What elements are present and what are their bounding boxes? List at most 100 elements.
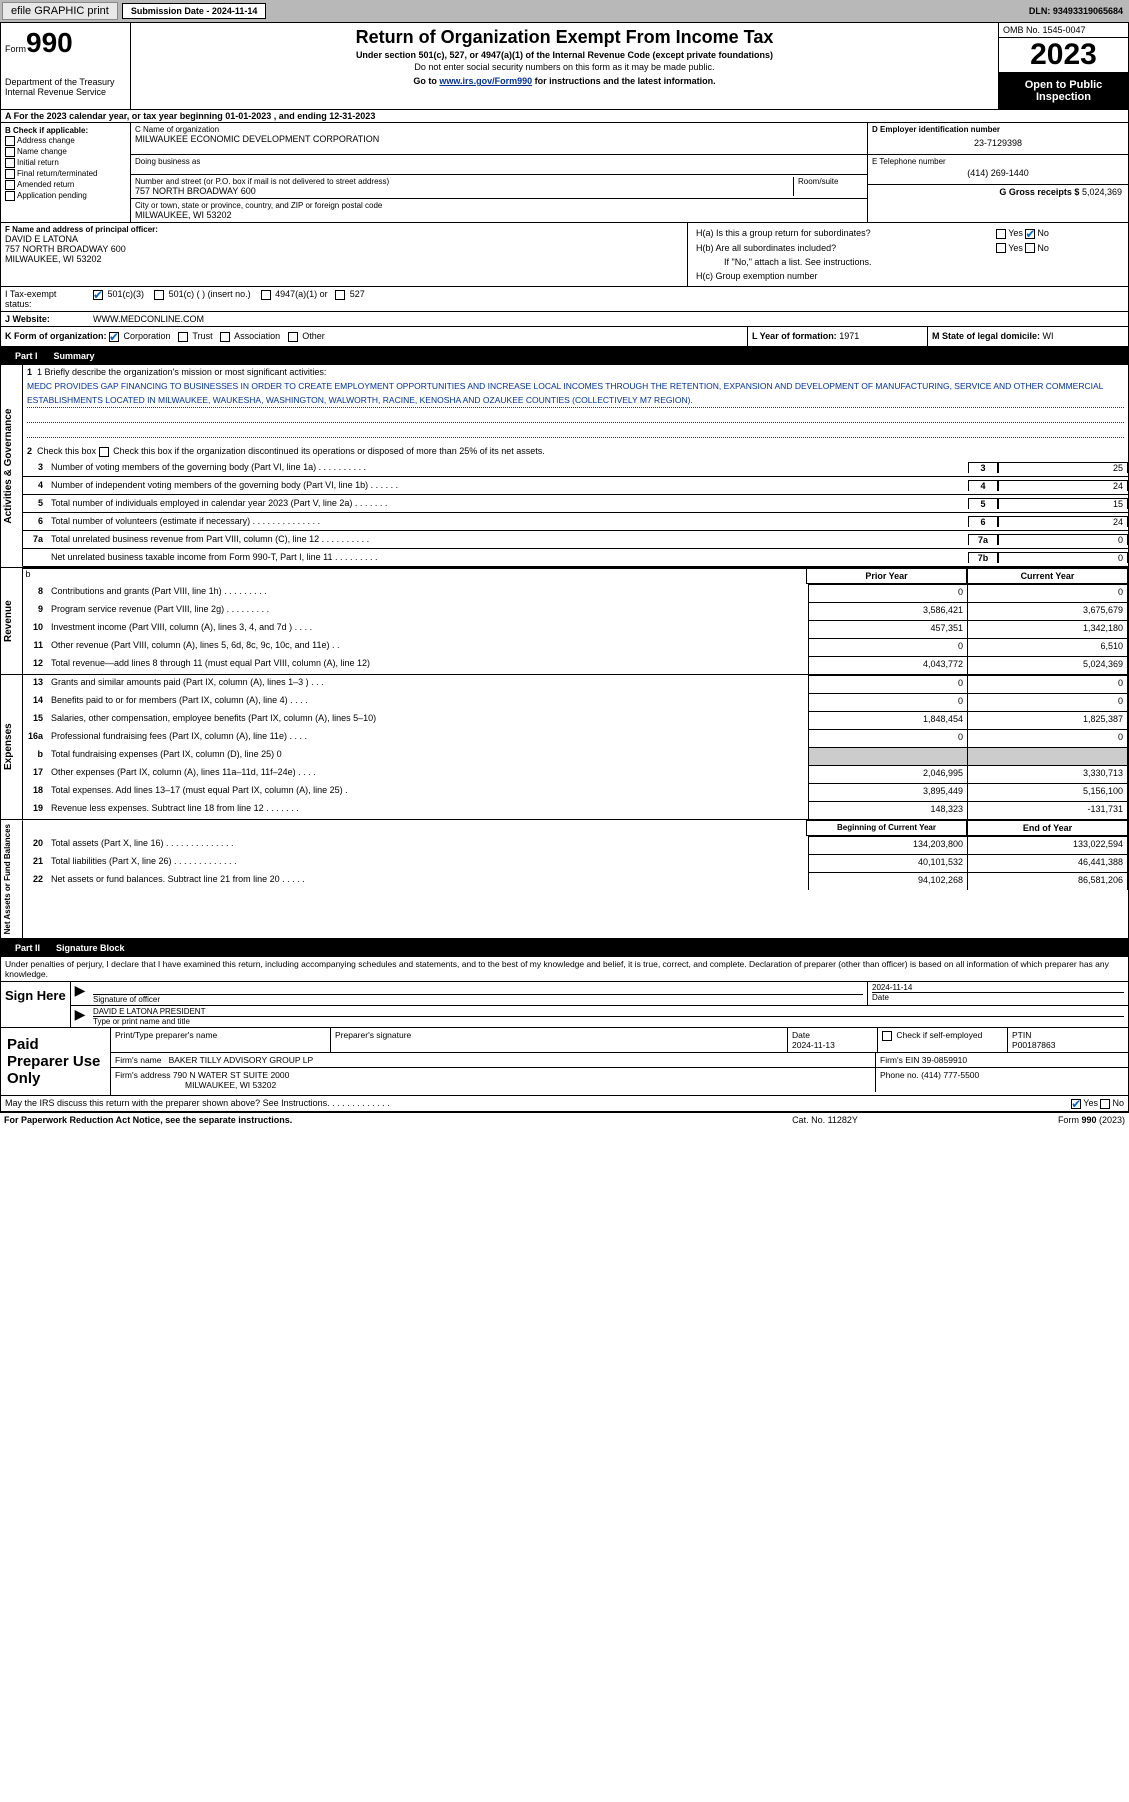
box-b-title: B Check if applicable:: [5, 126, 88, 135]
efile-print-button[interactable]: efile GRAPHIC print: [2, 2, 118, 20]
sig-officer-label: Signature of officer: [93, 995, 863, 1004]
firm-addr-label: Firm's address: [115, 1070, 173, 1080]
line-text: Contributions and grants (Part VIII, lin…: [49, 584, 808, 602]
cb-hb-yes[interactable]: [996, 243, 1006, 253]
hdr-prior-year: Prior Year: [806, 568, 967, 584]
opt-501c: 501(c) ( ) (insert no.): [169, 289, 251, 299]
opt-4947: 4947(a)(1) or: [275, 289, 328, 299]
current-year-value: 0: [968, 675, 1128, 693]
line-text: Net assets or fund balances. Subtract li…: [49, 872, 808, 890]
opt-initial-return: Initial return: [17, 158, 59, 167]
penalties-text: Under penalties of perjury, I declare th…: [1, 957, 1128, 981]
cb-ha-no[interactable]: [1025, 229, 1035, 239]
side-net-assets: Net Assets or Fund Balances: [1, 820, 23, 938]
officer-addr2: MILWAUKEE, WI 53202: [5, 254, 683, 264]
hb-note: If "No," attach a list. See instructions…: [724, 257, 871, 267]
opt-assoc: Association: [234, 331, 280, 341]
cb-501c[interactable]: [154, 290, 164, 300]
current-year-value: [968, 747, 1128, 765]
line-num: 9: [23, 602, 49, 620]
prior-year-value: 2,046,995: [808, 765, 968, 783]
cb-discontinued[interactable]: [99, 447, 109, 457]
line-text: Professional fundraising fees (Part IX, …: [49, 729, 808, 747]
line-id: 7b: [968, 552, 998, 563]
dba-label: Doing business as: [135, 157, 863, 166]
cb-trust[interactable]: [178, 332, 188, 342]
hc-label: H(c) Group exemption number: [696, 271, 818, 281]
subtitle-1: Under section 501(c), 527, or 4947(a)(1)…: [139, 50, 990, 60]
cat-no: Cat. No. 11282Y: [725, 1115, 925, 1125]
prep-date-hdr: Date: [792, 1030, 810, 1040]
line-num: 13: [23, 675, 49, 693]
cb-hb-no[interactable]: [1025, 243, 1035, 253]
omb-number: OMB No. 1545-0047: [999, 23, 1128, 38]
city-label: City or town, state or province, country…: [135, 201, 863, 210]
line-text: Net unrelated business taxable income fr…: [49, 550, 968, 564]
org-name: MILWAUKEE ECONOMIC DEVELOPMENT CORPORATI…: [135, 134, 863, 144]
opt-final-return: Final return/terminated: [17, 169, 97, 178]
cb-501c3[interactable]: [93, 290, 103, 300]
cb-discuss-no[interactable]: [1100, 1099, 1110, 1109]
cb-self-employed[interactable]: [882, 1031, 892, 1041]
firm-name: BAKER TILLY ADVISORY GROUP LP: [169, 1055, 314, 1065]
cb-final-return[interactable]: [5, 169, 15, 179]
arrow-icon: ▶: [71, 982, 89, 1005]
form-word: Form: [5, 44, 26, 54]
cb-amended[interactable]: [5, 180, 15, 190]
line-text: Investment income (Part VIII, column (A)…: [49, 620, 808, 638]
city-value: MILWAUKEE, WI 53202: [135, 210, 863, 220]
irs-label: Internal Revenue Service: [5, 87, 126, 97]
line-2: 2 Check this box Check this box if the o…: [23, 444, 1128, 459]
cb-app-pending[interactable]: [5, 191, 15, 201]
arrow-icon-2: ▶: [71, 1006, 89, 1027]
discuss-text: May the IRS discuss this return with the…: [5, 1098, 1071, 1109]
line-num: 4: [23, 480, 49, 490]
part-1-title: Summary: [46, 351, 95, 361]
side-revenue: Revenue: [1, 568, 23, 674]
box-b-checkboxes: B Check if applicable: Address change Na…: [1, 123, 131, 222]
cb-name-change[interactable]: [5, 147, 15, 157]
prior-year-value: 94,102,268: [808, 872, 968, 890]
cb-assoc[interactable]: [220, 332, 230, 342]
discuss-no: No: [1112, 1098, 1124, 1108]
part-2-num: Part II: [7, 941, 48, 955]
cb-discuss-yes[interactable]: [1071, 1099, 1081, 1109]
instructions-link[interactable]: www.irs.gov/Form990: [439, 76, 532, 86]
cb-4947[interactable]: [261, 290, 271, 300]
ha-yes: Yes: [1008, 228, 1023, 238]
line-num: 21: [23, 854, 49, 872]
firm-name-label: Firm's name: [115, 1055, 164, 1065]
paid-preparer-label: Paid Preparer Use Only: [1, 1028, 111, 1095]
website-value: WWW.MEDCONLINE.COM: [89, 312, 1128, 326]
line-value: 15: [998, 498, 1128, 509]
cb-corp[interactable]: [109, 332, 119, 342]
line-id: 3: [968, 462, 998, 473]
cb-other[interactable]: [288, 332, 298, 342]
line-text: Number of voting members of the governin…: [49, 460, 968, 474]
prior-year-value: 1,848,454: [808, 711, 968, 729]
current-year-value: 1,825,387: [968, 711, 1128, 729]
cb-ha-yes[interactable]: [996, 229, 1006, 239]
cb-initial-return[interactable]: [5, 158, 15, 168]
line-num: 6: [23, 516, 49, 526]
current-year-value: 5,156,100: [968, 783, 1128, 801]
line-num: 14: [23, 693, 49, 711]
hb-label: H(b) Are all subordinates included?: [696, 243, 836, 253]
officer-name: DAVID E LATONA: [5, 234, 683, 244]
submission-date: Submission Date - 2024-11-14: [122, 3, 267, 19]
line-text: Other revenue (Part VIII, column (A), li…: [49, 638, 808, 656]
opt-address-change: Address change: [17, 136, 75, 145]
line-id: 6: [968, 516, 998, 527]
prior-year-value: 3,586,421: [808, 602, 968, 620]
opt-name-change: Name change: [17, 147, 67, 156]
form-footer: Form 990 (2023): [925, 1115, 1125, 1125]
hb-yes: Yes: [1008, 243, 1023, 253]
phone-value: (414) 269-1440: [872, 168, 1124, 178]
line-text: Salaries, other compensation, employee b…: [49, 711, 808, 729]
part-2-header: Part II Signature Block: [1, 939, 1128, 957]
cb-address-change[interactable]: [5, 136, 15, 146]
current-year-value: 0: [968, 584, 1128, 602]
cb-527[interactable]: [335, 290, 345, 300]
line-text: Other expenses (Part IX, column (A), lin…: [49, 765, 808, 783]
line-num: 10: [23, 620, 49, 638]
